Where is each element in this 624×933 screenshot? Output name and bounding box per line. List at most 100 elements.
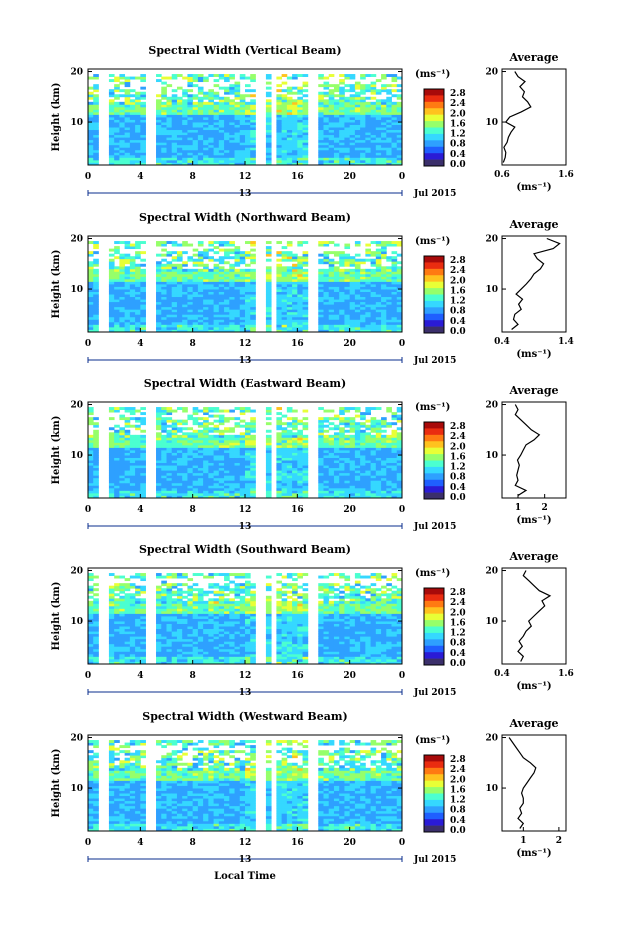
heatmap-cell (292, 266, 298, 269)
heatmap-cell (203, 312, 209, 315)
heatmap-cell (324, 445, 330, 448)
heatmap-cell (235, 256, 241, 259)
heatmap-cell (287, 299, 293, 302)
average-unit: (ms⁻¹) (516, 182, 551, 193)
heatmap-cell (93, 279, 99, 282)
heatmap-cell (392, 150, 398, 153)
heatmap-cell (250, 137, 256, 140)
heatmap-cell (297, 327, 303, 330)
colorbar-swatch (424, 467, 444, 474)
heatmap-cell (229, 327, 235, 330)
heatmap-cell (266, 249, 272, 252)
heatmap-cell (119, 157, 125, 160)
heatmap-cell (219, 130, 225, 133)
heatmap-cell (161, 455, 167, 458)
heatmap-cell (392, 458, 398, 461)
heatmap-cell (167, 470, 173, 473)
heatmap-cell (381, 468, 387, 471)
heatmap-cell (371, 114, 377, 117)
heatmap-cell (245, 488, 251, 491)
heatmap-cell (93, 87, 99, 90)
x-tick-label: 4 (137, 339, 143, 349)
heatmap-cell (119, 432, 125, 435)
heatmap-cell (172, 276, 178, 279)
heatmap-cell (282, 307, 288, 310)
heatmap-cell (161, 312, 167, 315)
heatmap-cell (334, 142, 340, 145)
heatmap-cell (276, 130, 282, 133)
heatmap-cell (182, 463, 188, 466)
heatmap-cell (392, 415, 398, 418)
heatmap-cell (355, 468, 361, 471)
heatmap-cell (93, 322, 99, 325)
heatmap-cell (177, 460, 183, 463)
heatmap-cell (250, 77, 256, 80)
heatmap-cell (125, 442, 131, 445)
heatmap-cell (114, 249, 120, 252)
heatmap-cell (187, 122, 193, 125)
heatmap-cell (245, 241, 251, 244)
heatmap-cell (303, 120, 309, 123)
heatmap-cell (125, 435, 131, 438)
heatmap-cell (386, 289, 392, 292)
heatmap-cell (119, 447, 125, 450)
heatmap-cell (376, 458, 382, 461)
heatmap-cell (177, 269, 183, 272)
heatmap-cell (114, 432, 120, 435)
heatmap-cell (130, 435, 136, 438)
heatmap-cell (266, 82, 272, 85)
heatmap-cell (324, 140, 330, 143)
heatmap-cell (167, 152, 173, 155)
heatmap-cell (109, 490, 115, 493)
heatmap-cell (318, 142, 324, 145)
heatmap-cell (355, 264, 361, 267)
heatmap-cell (376, 132, 382, 135)
heatmap-cell (386, 112, 392, 115)
heatmap-cell (250, 150, 256, 153)
panel-3: Spectral Width (Eastward Beam)2010Height… (51, 377, 566, 532)
heatmap-cell (125, 304, 131, 307)
heatmap-cell (339, 120, 345, 123)
heatmap-cell (245, 327, 251, 330)
heatmap-cell (167, 445, 173, 448)
heatmap-cell (297, 294, 303, 297)
heatmap-cell (125, 287, 131, 290)
heatmap-cell (303, 490, 309, 493)
heatmap-cell (334, 294, 340, 297)
heatmap-cell (135, 425, 141, 428)
heatmap-cell (297, 475, 303, 478)
heatmap-cell (208, 279, 214, 282)
heatmap-cell (135, 117, 141, 120)
heatmap-cell (235, 130, 241, 133)
colorbar-swatch (424, 262, 444, 269)
heatmap-cell (182, 109, 188, 112)
heatmap-cell (203, 157, 209, 160)
heatmap-cell (125, 269, 131, 272)
heatmap-cell (229, 266, 235, 269)
heatmap-cell (324, 284, 330, 287)
heatmap-cell (214, 470, 220, 473)
heatmap-cell (282, 246, 288, 249)
heatmap-cell (376, 493, 382, 496)
heatmap-cell (329, 307, 335, 310)
heatmap-cell (172, 309, 178, 312)
x-tick-label: 0 (399, 172, 405, 182)
heatmap-cell (282, 287, 288, 290)
heatmap-cell (355, 94, 361, 97)
heatmap-cell (224, 319, 230, 322)
heatmap-cell (381, 125, 387, 128)
heatmap-cell (177, 244, 183, 247)
heatmap-cell (386, 120, 392, 123)
heatmap-cell (276, 437, 282, 440)
heatmap-cell (208, 102, 214, 105)
heatmap-cell (182, 152, 188, 155)
heatmap-cell (371, 102, 377, 105)
heatmap-cell (208, 470, 214, 473)
heatmap-cell (182, 261, 188, 264)
heatmap-cell (318, 102, 324, 105)
heatmap-cell (119, 241, 125, 244)
colorbar-swatch (424, 422, 444, 429)
heatmap-cell (250, 99, 256, 102)
heatmap-cell (130, 127, 136, 130)
heatmap-cell (177, 319, 183, 322)
